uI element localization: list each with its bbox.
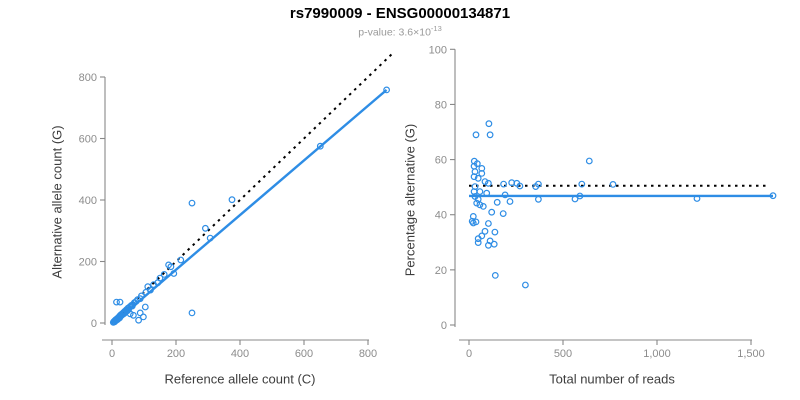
scatter-point (160, 270, 168, 278)
scatter-point (491, 271, 499, 279)
y-tick-label: 0 (441, 320, 447, 332)
scatter-point (139, 313, 147, 321)
scatter-point (769, 192, 777, 200)
y-tick-label: 80 (435, 99, 447, 111)
pvalue-exponent: -13 (430, 24, 442, 33)
scatter-point (472, 218, 480, 226)
y-tick-label: 100 (429, 45, 447, 56)
scatter-point (500, 180, 507, 188)
scatter-point (471, 183, 479, 191)
scatter-point (486, 131, 494, 139)
scatter-point (136, 309, 144, 317)
pvalue-text: p-value: 3.6×10 (358, 26, 431, 39)
page-title: rs7990009 - ENSG00000134871 (289, 5, 511, 22)
scatter-point (141, 303, 149, 311)
scatter-point (156, 274, 164, 282)
scatter-point (474, 239, 482, 247)
scatter-point (521, 281, 529, 289)
scatter-point (493, 198, 501, 206)
y-tick-label: 800 (79, 72, 97, 84)
x-tick-label: 600 (295, 348, 313, 360)
scatter-point (499, 210, 507, 218)
scatter-point (188, 309, 196, 317)
scatter-point (571, 195, 579, 203)
scatter-point (126, 310, 134, 318)
scatter-point (113, 298, 120, 306)
left-plot-xlabel: Reference allele count (C) (164, 371, 316, 387)
scatter-point (516, 182, 524, 190)
right-scatter-plot: 0 20 40 60 80 100 0 500 1,000 1,500 (429, 45, 777, 360)
scatter-point (481, 227, 489, 235)
fit-line (112, 89, 388, 324)
y-tick-label: 60 (435, 155, 447, 167)
scatter-point (228, 196, 236, 204)
scatter-point (483, 189, 491, 197)
scatter-point (167, 263, 175, 271)
scatter-point (534, 180, 542, 188)
scatter-point (481, 178, 489, 186)
x-tick-label: 400 (231, 348, 249, 360)
scatter-point (201, 224, 209, 232)
scatter-point (576, 192, 584, 200)
scatter-point (479, 202, 487, 210)
scatter-point (188, 199, 196, 207)
y-tick-label: 200 (79, 257, 97, 269)
scatter-point (491, 228, 499, 236)
scatter-point (609, 180, 617, 188)
scatter-point (137, 292, 145, 300)
scatter-point (206, 234, 214, 242)
scatter-point (501, 191, 509, 199)
scatter-point (488, 208, 496, 216)
scatter-point (478, 169, 486, 177)
scatter-point (135, 316, 142, 324)
scatter-point (478, 164, 486, 172)
scatter-point (472, 131, 480, 139)
x-tick-label: 0 (109, 348, 115, 360)
scatter-point (484, 220, 492, 227)
x-tick-label: 1,500 (737, 348, 765, 360)
y-tick-label: 400 (79, 195, 97, 207)
scatter-point (585, 157, 593, 165)
scatter-point (474, 174, 482, 182)
right-plot-xlabel: Total number of reads (549, 371, 675, 387)
x-tick-label: 0 (466, 348, 472, 360)
scatter-point (170, 270, 178, 277)
scatter-point (478, 232, 486, 240)
scatter-point (316, 142, 324, 150)
y-tick-label: 20 (435, 265, 447, 277)
scatter-point (534, 195, 542, 203)
scatter-point (473, 160, 481, 168)
scatter-point (116, 298, 124, 306)
y-tick-label: 600 (79, 134, 97, 146)
scatter-point (471, 168, 479, 176)
scatter-point (476, 201, 484, 209)
scatter-point (383, 86, 391, 94)
y-tick-label: 0 (91, 318, 97, 330)
right-plot-ylabel: Percentage alternative (G) (402, 123, 418, 277)
x-tick-label: 200 (167, 348, 185, 360)
scatter-point (506, 198, 514, 205)
scatter-point (129, 311, 137, 319)
scatter-point (490, 240, 498, 248)
x-tick-label: 500 (554, 348, 572, 360)
scatter-point (469, 212, 477, 220)
left-scatter-plot: 0 200 400 600 800 0 200 400 600 800 (79, 52, 394, 360)
scatter-point (578, 180, 586, 188)
scatter-point (693, 195, 701, 202)
scatter-point (476, 188, 484, 196)
scatter-point (486, 237, 494, 245)
left-plot-ylabel: Alternative allele count (G) (49, 125, 65, 279)
x-tick-label: 1,000 (643, 348, 671, 360)
pvalue-subtitle: p-value: 3.6×10-13 (0, 24, 800, 39)
y-tick-label: 40 (435, 210, 447, 222)
scatter-point (485, 120, 493, 128)
scatter-point (177, 256, 185, 264)
x-tick-label: 800 (359, 348, 377, 360)
scatter-point (146, 286, 154, 294)
scatter-point (484, 179, 492, 187)
identity-line (111, 52, 394, 324)
